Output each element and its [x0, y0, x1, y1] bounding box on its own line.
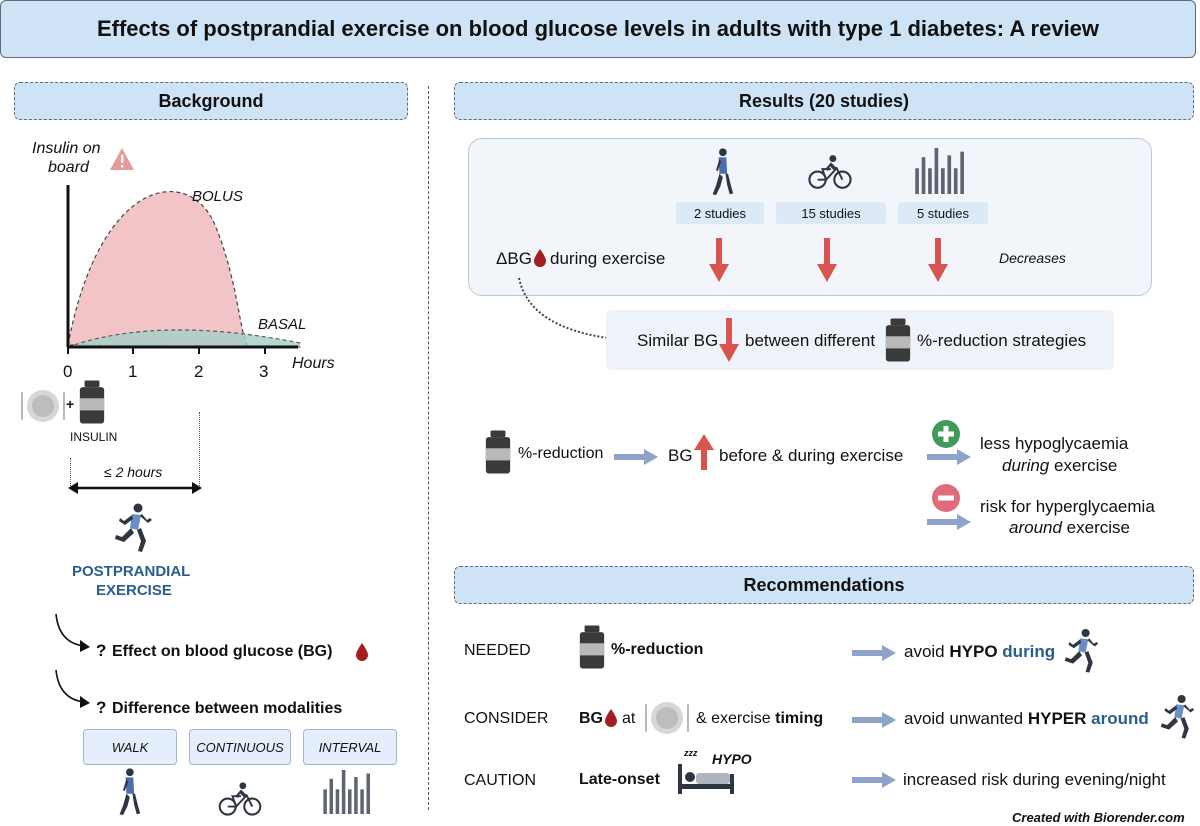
- runner-icon: [1160, 694, 1196, 740]
- reduction-strategies-label: %-reduction strategies: [917, 331, 1087, 350]
- cyclist-icon: [808, 154, 852, 190]
- blue-right-arrow: [927, 514, 971, 530]
- y-axis-label-line2: board: [48, 159, 89, 176]
- red-down-arrow: [709, 238, 729, 282]
- rec-consider-result: avoid unwanted HYPER around: [904, 709, 1149, 728]
- insulin-vial-icon: [884, 318, 912, 362]
- question-1: Effect on blood glucose (BG): [112, 643, 333, 660]
- window-left-guide: [70, 458, 71, 486]
- red-down-arrow: [928, 238, 948, 282]
- modality-walk: WALK: [83, 729, 177, 765]
- blue-right-arrow: [614, 449, 658, 465]
- rec-caution-label: CAUTION: [464, 772, 536, 789]
- rec-needed-result: avoid HYPO during: [904, 642, 1056, 661]
- rec-needed-label: NEEDED: [464, 642, 531, 659]
- rec-consider-timing: & exercise timing: [696, 710, 824, 727]
- rec-caution-result: increased risk during evening/night: [903, 770, 1166, 789]
- walk-study-count: 2 studies: [676, 202, 764, 224]
- rec-needed-item: %-reduction: [611, 641, 704, 658]
- window-label: ≤ 2 hours: [104, 464, 163, 480]
- question-2: Difference between modalities: [112, 700, 343, 717]
- modality-continuous: CONTINUOUS: [189, 729, 291, 765]
- red-down-arrow: [817, 238, 837, 282]
- blue-right-arrow: [852, 645, 896, 661]
- window-double-arrow: [68, 482, 202, 494]
- column-divider: [428, 86, 429, 810]
- plus-sign: +: [66, 396, 75, 412]
- insulin-on-board-chart: [66, 185, 301, 354]
- between-different-label: between different: [745, 331, 876, 350]
- plus-outcome-line1: less hypoglycaemia: [980, 434, 1129, 453]
- bolus-curve: [67, 191, 251, 348]
- blood-drop-icon: [534, 249, 546, 267]
- modality-interval: INTERVAL: [303, 729, 397, 765]
- similar-bg-label: Similar BG: [637, 331, 719, 350]
- insulin-vial-icon: [78, 380, 106, 424]
- background-heading: Background: [14, 82, 408, 120]
- plate-icon: [644, 698, 690, 738]
- y-axis-label-line1: Insulin on: [32, 140, 101, 157]
- plus-outcome-line2: during exercise: [1002, 456, 1118, 475]
- rec-caution-hypo-tag: HYPO: [712, 751, 752, 767]
- interval-bars-icon: [323, 770, 373, 814]
- basal-label: BASAL: [258, 316, 307, 333]
- blue-right-arrow: [852, 712, 896, 728]
- plate-icon: [20, 386, 66, 426]
- rec-consider-at: at: [622, 710, 636, 727]
- plus-icon: [932, 420, 960, 448]
- red-down-arrow: [719, 318, 739, 362]
- runner-icon: [114, 503, 154, 553]
- cyclist-icon: [218, 782, 262, 816]
- runner-icon: [1064, 628, 1100, 674]
- rec-consider-bg: BG: [579, 710, 603, 727]
- curved-arrow-2: [55, 669, 90, 708]
- page-title: Effects of postprandial exercise on bloo…: [0, 0, 1196, 58]
- bg-label: BG: [668, 446, 693, 465]
- warning-icon: [110, 148, 134, 170]
- before-during-label: before & during exercise: [719, 446, 904, 465]
- interval-bars-icon: [914, 148, 968, 194]
- interval-study-count: 5 studies: [898, 202, 988, 224]
- reduction-label: %-reduction: [518, 445, 604, 462]
- insulin-vial-icon: [578, 625, 606, 669]
- curved-arrow-1: [55, 613, 90, 652]
- tick-0: 0: [63, 362, 73, 381]
- similar-bg-box: [606, 310, 1114, 370]
- tick-3: 3: [259, 362, 269, 381]
- rec-consider-label: CONSIDER: [464, 710, 549, 727]
- sleep-zzz: zzz: [684, 748, 698, 758]
- postprandial-label-line2: EXERCISE: [96, 582, 172, 599]
- bolus-label: BOLUS: [192, 188, 243, 205]
- delta-bg-label: ΔBG: [496, 249, 532, 268]
- results-heading: Results (20 studies): [454, 82, 1194, 120]
- minus-icon: [932, 484, 960, 512]
- tick-1: 1: [128, 362, 138, 381]
- decreases-label: Decreases: [999, 250, 1066, 266]
- x-axis-label: Hours: [292, 355, 335, 372]
- walker-icon: [708, 148, 736, 196]
- minus-outcome-line1: risk for hyperglycaemia: [980, 497, 1155, 516]
- walker-icon: [116, 768, 142, 816]
- footer-credit: Created with Biorender.com: [1012, 810, 1185, 825]
- during-exercise-label: during exercise: [550, 249, 666, 268]
- tick-2: 2: [194, 362, 204, 381]
- minus-outcome-line2: around exercise: [1009, 518, 1130, 537]
- postprandial-label-line1: POSTPRANDIAL: [72, 563, 191, 580]
- window-right-guide: [199, 412, 200, 486]
- x-axis-ticks: [67, 347, 266, 354]
- rec-caution-item: Late-onset: [579, 771, 660, 788]
- recommendations-heading: Recommendations: [454, 566, 1194, 604]
- blue-right-arrow: [927, 449, 971, 465]
- blood-drop-icon: [605, 709, 617, 727]
- insulin-label: INSULIN: [70, 430, 118, 444]
- insulin-vial-icon: [484, 430, 512, 474]
- basal-curve: [67, 329, 301, 348]
- blue-right-arrow: [852, 772, 896, 788]
- continuous-study-count: 15 studies: [776, 202, 886, 224]
- q-mark-2: ?: [96, 698, 107, 717]
- q-mark-1: ?: [96, 641, 107, 660]
- blood-drop-icon: [356, 643, 368, 661]
- red-up-arrow: [694, 434, 714, 470]
